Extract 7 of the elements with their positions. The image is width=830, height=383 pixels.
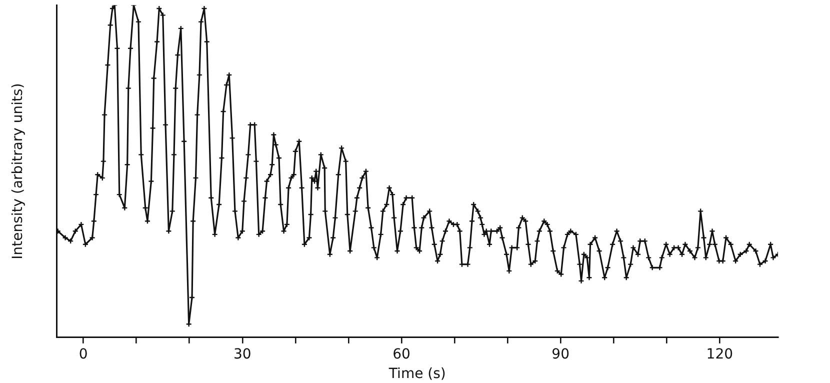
x-tick-label: 30 bbox=[233, 346, 252, 362]
x-tick-label: 90 bbox=[552, 346, 570, 362]
x-tick-label: 120 bbox=[706, 346, 734, 362]
x-tick-label: 0 bbox=[78, 346, 88, 362]
x-tick-label: 60 bbox=[392, 346, 410, 362]
y-axis-title: Intensity (arbitrary units) bbox=[10, 83, 26, 260]
x-axis-title: Time (s) bbox=[388, 366, 446, 382]
